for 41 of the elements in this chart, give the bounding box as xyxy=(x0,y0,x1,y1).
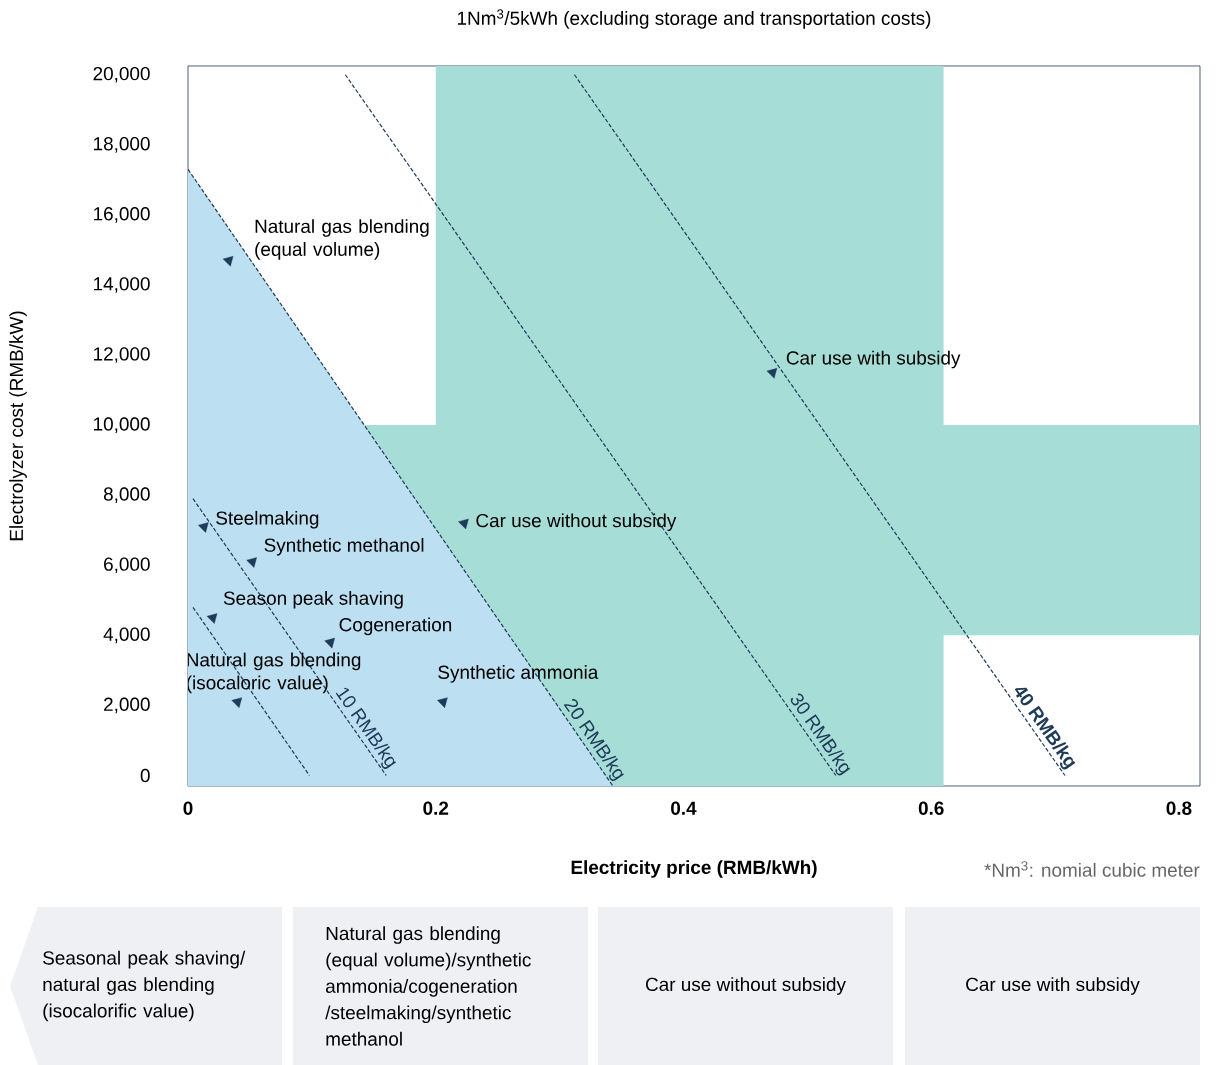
annotation: Synthetic methanol xyxy=(264,537,424,556)
y-axis-title: Electrolyzer cost (RMB/kW) xyxy=(9,311,27,541)
annotation: Cogeneration xyxy=(339,617,452,636)
point xyxy=(246,557,257,568)
point xyxy=(437,697,448,708)
y-tick-label: 16,000 xyxy=(94,207,150,223)
y-tick-label: 0 xyxy=(140,768,150,783)
y-tick-label: 6,000 xyxy=(104,557,150,574)
point xyxy=(198,522,209,533)
y-tick-label: 20,000 xyxy=(93,66,150,83)
y-tick-label: 12,000 xyxy=(94,347,150,363)
y-tick-label: 14,000 xyxy=(94,277,150,293)
annotation: Car use without subsidy xyxy=(476,513,677,532)
text: Car use without subsidy xyxy=(645,977,846,995)
annotation: Natural gas blending (equal volume) xyxy=(255,219,429,260)
point xyxy=(766,368,778,379)
x-tick-label: 0.8 xyxy=(1166,801,1192,815)
point xyxy=(222,255,234,267)
text: Seasonal peak shaving/ natural gas blending (isocalorific value) xyxy=(43,950,246,1022)
x-axis-title: Electricity price (RMB/kWh) xyxy=(571,860,817,878)
annotation: Car use with subsidy xyxy=(786,350,961,369)
y-tick-label: 18,000 xyxy=(94,136,150,153)
y-tick-label: 8,000 xyxy=(103,487,150,503)
point xyxy=(324,637,335,649)
point xyxy=(231,697,242,708)
annotation: Steelmaking xyxy=(216,510,319,529)
point xyxy=(458,518,469,530)
y-tick-label: 10,000 xyxy=(94,417,150,433)
annotation: Synthetic ammonia xyxy=(438,665,599,683)
x-tick-label: 0.4 xyxy=(671,801,697,815)
y-tick-label: 2,000 xyxy=(104,697,150,714)
text: Natural gas blending (equal volume)/synthetic ammonia/cogeneration /steelmaking/synthetic methanol xyxy=(325,926,531,1046)
text: *Nm$^{3}$: nomial cubic meter xyxy=(984,861,1200,877)
y-tick-label: 4,000 xyxy=(103,627,150,644)
x-tick-label: 0 xyxy=(183,801,193,815)
annotation: Season peak shaving xyxy=(223,590,403,609)
point xyxy=(206,613,218,624)
x-tick-label: 0.2 xyxy=(423,801,449,815)
x-tick-label: 0.6 xyxy=(918,801,944,815)
text: Car use with subsidy xyxy=(966,977,1140,995)
chart-title: 1Nm$^{3}$/5kWh (excluding storage and transportation costs) xyxy=(457,9,931,29)
